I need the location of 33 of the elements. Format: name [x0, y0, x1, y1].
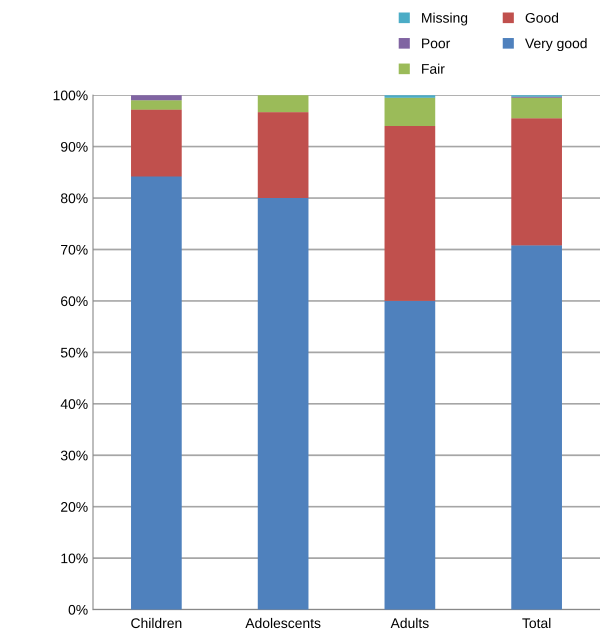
y-tick-label: 100%	[54, 90, 88, 100]
bar	[131, 176, 182, 610]
bar	[258, 95, 308, 112]
y-tick-label: 30%	[60, 450, 88, 460]
legend-label: Good	[526, 12, 558, 23]
bar	[131, 100, 182, 110]
legend-label: Very good	[525, 38, 587, 52]
bar	[384, 126, 436, 301]
x-tick-label: Adults	[390, 618, 429, 628]
y-tick-label: 60%	[61, 296, 88, 306]
y-tick-label: 20%	[61, 502, 88, 512]
y-tick-label: 90%	[60, 142, 88, 152]
bar	[511, 118, 562, 246]
bar	[384, 98, 436, 126]
bar	[131, 95, 182, 100]
x-tick-label: Adolescents	[245, 618, 320, 628]
y-tick-label: 50%	[60, 348, 88, 358]
bar	[511, 98, 562, 118]
x-tick-label: Children	[131, 618, 182, 628]
bar	[131, 110, 182, 176]
legend-label: Missing	[422, 12, 468, 26]
y-tick-label: 80%	[60, 193, 88, 204]
legend-label: Fair	[422, 64, 445, 74]
bar	[258, 112, 308, 198]
y-tick-label: 70%	[61, 244, 88, 255]
x-tick-label: Total	[522, 618, 550, 628]
y-tick-label: 10%	[61, 553, 88, 564]
legend-label: Poor	[422, 38, 450, 48]
y-tick-label: 40%	[60, 399, 88, 409]
bar	[258, 198, 308, 610]
y-tick-label: 0%	[68, 604, 88, 615]
bar	[511, 245, 562, 610]
bar	[384, 300, 436, 610]
